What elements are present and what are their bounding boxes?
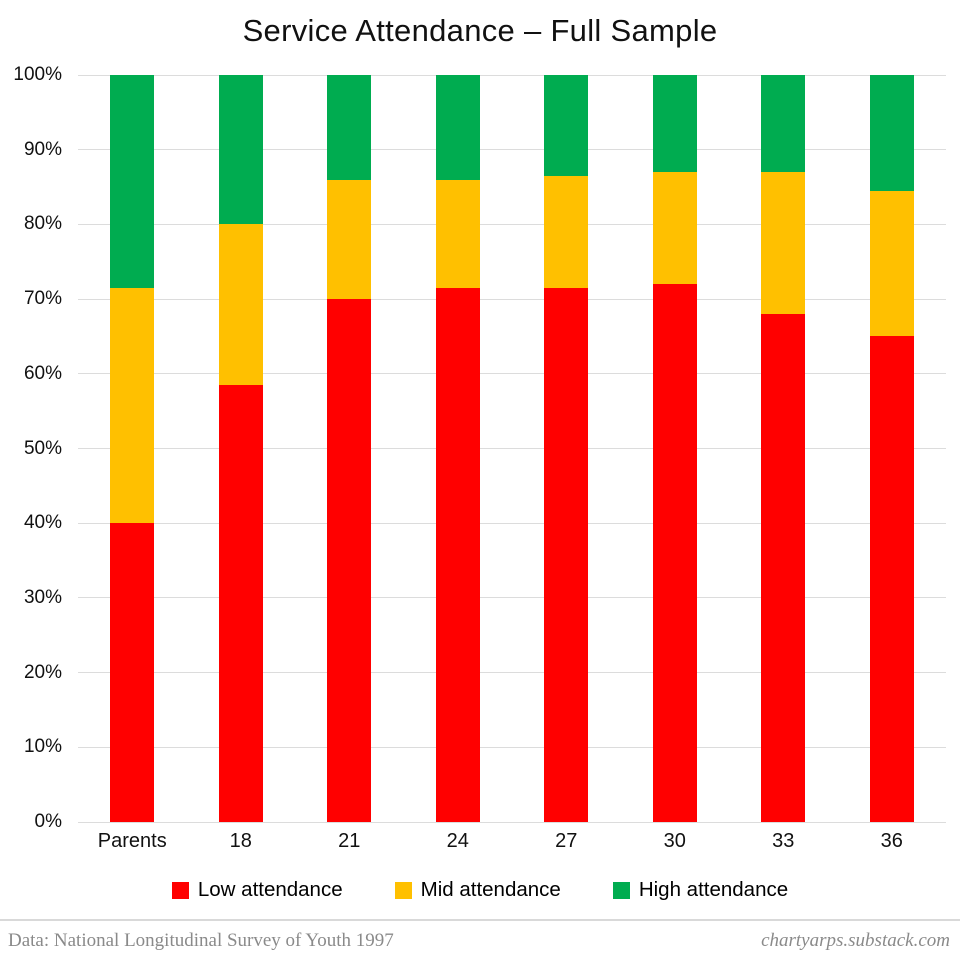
- bar-segment-low-attendance: [327, 299, 372, 822]
- gridline: [78, 373, 946, 375]
- bar-segment-low-attendance: [761, 314, 806, 822]
- bar-segment-high-attendance: [435, 75, 480, 180]
- bar-segment-high-attendance: [327, 75, 372, 180]
- bar-36: [869, 75, 914, 822]
- x-tick-label: 24: [446, 830, 469, 852]
- x-axis: Parents 18 21 24 27 30 33 36: [78, 830, 946, 853]
- bar-segment-mid-attendance: [435, 179, 480, 288]
- bar-segment-high-attendance: [761, 75, 806, 173]
- bar-segment-high-attendance: [869, 75, 914, 191]
- gridline: [78, 821, 946, 823]
- y-tick-label: 0%: [34, 811, 62, 832]
- bar-21: [327, 75, 372, 822]
- bar-segment-mid-attendance: [327, 179, 372, 300]
- gridline: [78, 672, 946, 674]
- y-tick-label: 30%: [23, 586, 62, 608]
- bar-segment-mid-attendance: [761, 172, 806, 315]
- y-tick-label: 20%: [23, 661, 62, 683]
- legend-item-mid-attendance: Mid attendance: [394, 878, 561, 902]
- y-axis: 0% 10% 20% 30% 40% 50% 60% 70% 80% 90% 100%: [0, 64, 62, 832]
- chart-title: Service Attendance – Full Sample: [242, 13, 718, 48]
- bar-segment-mid-attendance: [544, 175, 589, 288]
- bar-segment-mid-attendance: [110, 287, 155, 524]
- bar-33: [761, 75, 806, 822]
- gridline: [78, 597, 946, 599]
- legend-label-mid: Mid attendance: [420, 878, 561, 901]
- bar-24: [435, 75, 480, 822]
- y-tick-label: 80%: [23, 213, 62, 235]
- bar-segment-high-attendance: [218, 75, 263, 225]
- gridline: [78, 74, 946, 76]
- footer-site-link: chartyarps.substack.com: [761, 929, 950, 951]
- legend-item-high-attendance: High attendance: [612, 878, 789, 902]
- y-tick-label: 60%: [23, 362, 62, 384]
- legend-swatch-high: [612, 881, 630, 899]
- bar-segment-mid-attendance: [869, 190, 914, 337]
- y-tick-label: 70%: [23, 288, 62, 310]
- y-tick-label: 90%: [23, 138, 62, 160]
- gridline: [78, 149, 946, 151]
- footer: Data: National Longitudinal Survey of Yo…: [0, 919, 960, 960]
- legend-swatch-low: [171, 881, 189, 899]
- x-tick-label: Parents: [97, 830, 167, 852]
- bars-container: [78, 75, 946, 822]
- legend-label-high: High attendance: [638, 878, 789, 901]
- bar-segment-low-attendance: [544, 287, 589, 822]
- legend: Low attendance Mid attendance High atten…: [0, 878, 960, 902]
- plot-area: [78, 74, 946, 823]
- x-tick-label: 33: [772, 830, 795, 852]
- y-tick-label: 100%: [13, 64, 62, 85]
- bar-segment-low-attendance: [110, 523, 155, 822]
- bar-18: [218, 75, 263, 822]
- y-tick-label: 10%: [23, 736, 62, 758]
- bar-segment-mid-attendance: [652, 172, 697, 285]
- bar-27: [544, 75, 589, 822]
- bar-segment-high-attendance: [110, 75, 155, 288]
- gridline: [78, 746, 946, 748]
- bar-segment-low-attendance: [652, 284, 697, 822]
- bar-segment-low-attendance: [869, 336, 914, 822]
- legend-item-low-attendance: Low attendance: [171, 878, 343, 902]
- x-tick-label: 27: [555, 830, 578, 852]
- x-tick-label: 18: [229, 830, 252, 852]
- y-tick-label: 50%: [23, 437, 62, 459]
- bar-segment-mid-attendance: [218, 224, 263, 386]
- x-tick-label: 30: [663, 830, 686, 852]
- gridline: [78, 448, 946, 449]
- x-tick-label: 21: [338, 830, 361, 852]
- bar-segment-low-attendance: [435, 287, 480, 822]
- legend-swatch-mid: [394, 881, 412, 899]
- footer-data-source: Data: National Longitudinal Survey of Yo…: [8, 929, 394, 951]
- bar-segment-high-attendance: [544, 75, 589, 176]
- gridline: [78, 223, 946, 225]
- legend-label-low: Low attendance: [197, 878, 343, 901]
- x-tick-label: 36: [880, 830, 903, 852]
- gridline: [78, 298, 946, 300]
- bar-30: [652, 75, 697, 822]
- bar-segment-high-attendance: [652, 75, 697, 173]
- bar-segment-low-attendance: [218, 385, 263, 822]
- gridline: [78, 522, 946, 524]
- y-tick-label: 40%: [23, 512, 62, 534]
- bar-parents: [110, 75, 155, 822]
